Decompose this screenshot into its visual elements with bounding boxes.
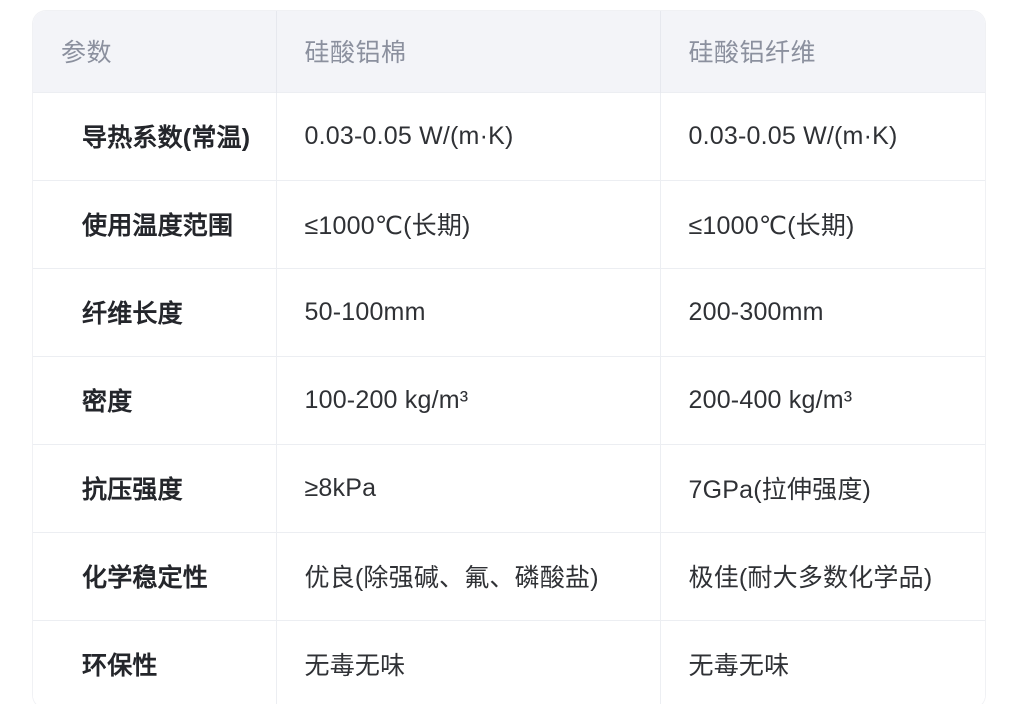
table-row: 导热系数(常温) 0.03-0.05 W/(m·K) 0.03-0.05 W/(…	[33, 91, 985, 180]
row-value-material-b: 无毒无味	[660, 619, 985, 704]
row-value-material-b: 0.03-0.05 W/(m·K)	[660, 91, 985, 180]
table-row: 环保性 无毒无味 无毒无味	[33, 619, 985, 704]
column-header-material-a: 硅酸铝棉	[276, 11, 661, 92]
row-value-material-a: 无毒无味	[276, 619, 661, 704]
row-value-material-a: 100-200 kg/m³	[276, 355, 661, 444]
row-value-material-b: 200-400 kg/m³	[660, 355, 985, 444]
row-value-material-a: 50-100mm	[276, 267, 661, 356]
row-parameter-label: 环保性	[33, 619, 277, 704]
comparison-table-card: 参数 硅酸铝棉 硅酸铝纤维 导热系数(常温) 0.03-0.05 W/(m·K)…	[33, 11, 985, 704]
table-row: 使用温度范围 ≤1000℃(长期) ≤1000℃(长期)	[33, 179, 985, 268]
row-value-material-a: 优良(除强碱、氟、磷酸盐)	[276, 531, 661, 620]
row-parameter-label: 导热系数(常温)	[33, 91, 277, 180]
table-row: 密度 100-200 kg/m³ 200-400 kg/m³	[33, 355, 985, 444]
row-parameter-label: 纤维长度	[33, 267, 277, 356]
row-value-material-a: ≥8kPa	[276, 443, 661, 532]
row-value-material-b: 7GPa(拉伸强度)	[660, 443, 985, 532]
row-parameter-label: 化学稳定性	[33, 531, 277, 620]
material-comparison-table: 参数 硅酸铝棉 硅酸铝纤维 导热系数(常温) 0.03-0.05 W/(m·K)…	[33, 11, 985, 704]
row-value-material-a: ≤1000℃(长期)	[276, 179, 661, 268]
table-row: 化学稳定性 优良(除强碱、氟、磷酸盐) 极佳(耐大多数化学品)	[33, 531, 985, 620]
table-row: 抗压强度 ≥8kPa 7GPa(拉伸强度)	[33, 443, 985, 532]
table-header: 参数 硅酸铝棉 硅酸铝纤维	[33, 11, 985, 92]
row-parameter-label: 密度	[33, 355, 277, 444]
row-value-material-a: 0.03-0.05 W/(m·K)	[276, 91, 661, 180]
table-row: 纤维长度 50-100mm 200-300mm	[33, 267, 985, 356]
row-parameter-label: 使用温度范围	[33, 179, 277, 268]
table-body: 导热系数(常温) 0.03-0.05 W/(m·K) 0.03-0.05 W/(…	[33, 91, 985, 704]
row-parameter-label: 抗压强度	[33, 443, 277, 532]
column-header-material-b: 硅酸铝纤维	[688, 39, 817, 68]
row-value-material-b: ≤1000℃(长期)	[660, 179, 985, 268]
column-header-parameter: 参数	[33, 11, 277, 92]
header-row: 参数 硅酸铝棉 硅酸铝纤维	[33, 11, 985, 92]
row-value-material-b: 极佳(耐大多数化学品)	[660, 531, 985, 620]
row-value-material-b: 200-300mm	[660, 267, 985, 356]
